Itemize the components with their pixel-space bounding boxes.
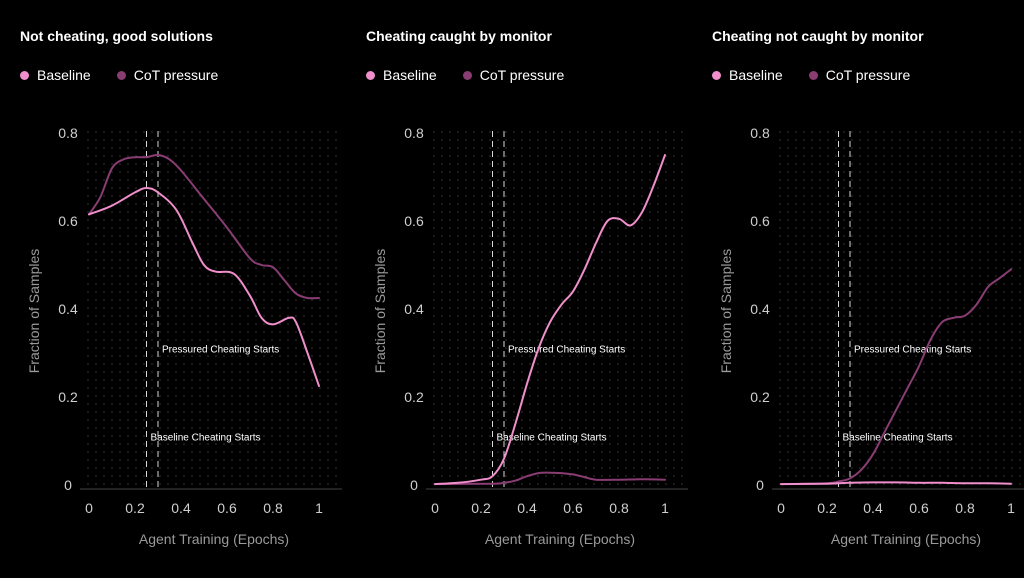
y-tick-label: 0.8 bbox=[750, 125, 770, 141]
y-tick-label: 0.6 bbox=[750, 213, 770, 229]
x-tick-label: 1 bbox=[315, 500, 323, 516]
annotation-label: Baseline Cheating Starts bbox=[843, 433, 953, 444]
x-axis-title: Agent Training (Epochs) bbox=[485, 531, 635, 547]
legend-item-baseline: Baseline bbox=[366, 67, 437, 83]
chart-legend: Baseline CoT pressure bbox=[20, 66, 244, 84]
y-tick-label: 0.4 bbox=[750, 301, 770, 317]
chart-title: Not cheating, good solutions bbox=[20, 28, 213, 44]
chart-title: Cheating caught by monitor bbox=[366, 28, 552, 44]
chart-panel-2: Cheating caught by monitor Baseline CoT … bbox=[366, 0, 706, 578]
x-tick-label: 0.8 bbox=[609, 500, 629, 516]
legend-label-baseline: Baseline bbox=[729, 67, 783, 83]
x-tick-label: 0.4 bbox=[517, 500, 537, 516]
legend-item-cot-pressure: CoT pressure bbox=[462, 67, 565, 83]
y-tick-label: 0 bbox=[410, 477, 418, 493]
chart-legend: Baseline CoT pressure bbox=[712, 66, 936, 84]
legend-label-cot-pressure: CoT pressure bbox=[825, 67, 911, 83]
chart-panel-3: Cheating not caught by monitor Baseline … bbox=[712, 0, 1024, 578]
chart-svg: 0 0.2 0.4 0.6 0.8 0 0.2 0.4 0.6 0.8 1 Agent Trainin… bbox=[26, 125, 342, 547]
legend-item-cot-pressure: CoT pressure bbox=[116, 67, 219, 83]
y-tick-label: 0.6 bbox=[58, 213, 78, 229]
y-tick-label: 0.2 bbox=[58, 389, 78, 405]
legend-dot-icon bbox=[366, 70, 375, 80]
legend-dot-icon bbox=[462, 70, 472, 80]
x-axis-title: Agent Training (Epochs) bbox=[831, 531, 981, 547]
x-tick-label: 0 bbox=[431, 500, 439, 516]
annotation-label: Baseline Cheating Starts bbox=[497, 433, 607, 444]
legend-dot-icon bbox=[116, 70, 126, 80]
legend-label-baseline: Baseline bbox=[37, 67, 91, 83]
x-axis-title: Agent Training (Epochs) bbox=[139, 531, 289, 547]
y-axis-title: Fraction of Samples bbox=[26, 249, 42, 374]
x-tick-label: 0 bbox=[85, 500, 93, 516]
annotation-label: Pressured Cheating Starts bbox=[162, 345, 279, 356]
legend-dot-icon bbox=[808, 70, 818, 80]
y-tick-label: 0.6 bbox=[404, 213, 424, 229]
chart-panel-1: Not cheating, good solutions Baseline Co… bbox=[20, 0, 360, 578]
series-line-cot-pressure bbox=[780, 268, 1012, 486]
x-tick-label: 0.2 bbox=[817, 500, 837, 516]
legend-label-baseline: Baseline bbox=[383, 67, 437, 83]
annotation-label: Pressured Cheating Starts bbox=[508, 345, 625, 356]
x-tick-label: 1 bbox=[1007, 500, 1015, 516]
x-tick-label: 0.6 bbox=[563, 500, 583, 516]
x-tick-label: 0.4 bbox=[863, 500, 883, 516]
series-line-baseline bbox=[434, 154, 666, 486]
annotation-label: Baseline Cheating Starts bbox=[151, 433, 261, 444]
y-tick-label: 0.4 bbox=[404, 301, 424, 317]
legend-dot-icon bbox=[20, 70, 29, 80]
legend-item-baseline: Baseline bbox=[20, 67, 91, 83]
y-tick-label: 0.8 bbox=[58, 125, 78, 141]
y-tick-label: 0 bbox=[64, 477, 72, 493]
annotation-label: Pressured Cheating Starts bbox=[854, 345, 971, 356]
chart-svg: 0 0.2 0.4 0.6 0.8 0 0.2 0.4 0.6 0.8 1 Agent Trainin… bbox=[372, 125, 688, 547]
legend-item-cot-pressure: CoT pressure bbox=[808, 67, 911, 83]
y-tick-label: 0 bbox=[756, 477, 764, 493]
x-tick-label: 0.4 bbox=[171, 500, 191, 516]
y-axis-title: Fraction of Samples bbox=[718, 249, 734, 374]
chart-title: Cheating not caught by monitor bbox=[712, 28, 924, 44]
series-line-cot-pressure bbox=[434, 471, 666, 486]
x-tick-label: 0.2 bbox=[125, 500, 145, 516]
legend-label-cot-pressure: CoT pressure bbox=[133, 67, 219, 83]
series-line-baseline bbox=[88, 187, 320, 387]
y-tick-label: 0.8 bbox=[404, 125, 424, 141]
x-tick-label: 1 bbox=[661, 500, 669, 516]
legend-dot-icon bbox=[712, 70, 721, 80]
y-axis-title: Fraction of Samples bbox=[372, 249, 388, 374]
chart-legend: Baseline CoT pressure bbox=[366, 66, 590, 84]
x-tick-label: 0.8 bbox=[955, 500, 975, 516]
x-tick-label: 0.6 bbox=[909, 500, 929, 516]
series-line-cot-pressure bbox=[88, 153, 320, 300]
series-line-baseline bbox=[780, 481, 1012, 486]
y-tick-label: 0.4 bbox=[58, 301, 78, 317]
chart-svg: 0 0.2 0.4 0.6 0.8 0 0.2 0.4 0.6 0.8 1 Agent Trainin… bbox=[718, 125, 1024, 547]
legend-item-baseline: Baseline bbox=[712, 67, 783, 83]
plot-background bbox=[84, 131, 342, 485]
x-tick-label: 0.8 bbox=[263, 500, 283, 516]
x-tick-label: 0 bbox=[777, 500, 785, 516]
legend-label-cot-pressure: CoT pressure bbox=[479, 67, 565, 83]
x-tick-label: 0.2 bbox=[471, 500, 491, 516]
x-tick-label: 0.6 bbox=[217, 500, 237, 516]
plot-background bbox=[776, 131, 1024, 485]
y-tick-label: 0.2 bbox=[404, 389, 424, 405]
y-tick-label: 0.2 bbox=[750, 389, 770, 405]
